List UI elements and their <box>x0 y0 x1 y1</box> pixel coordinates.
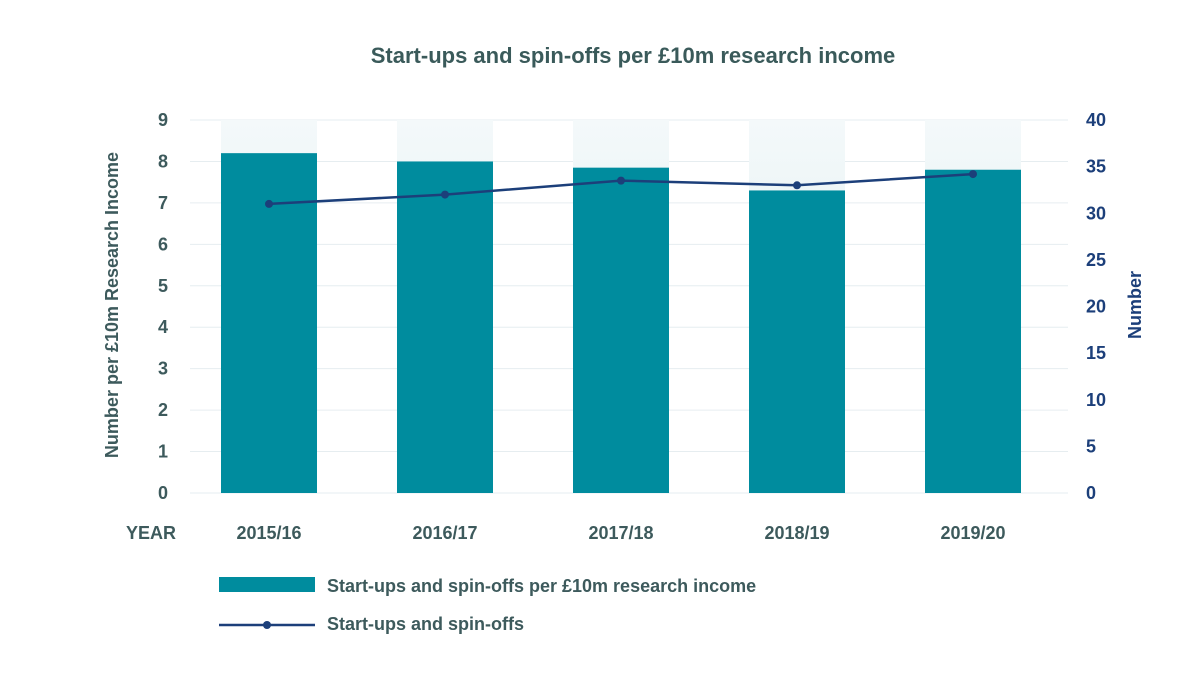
right-axis-title: Number <box>1125 271 1145 339</box>
bar <box>925 169 1021 493</box>
left-tick-label: 8 <box>158 151 168 171</box>
line-point <box>617 176 625 185</box>
bar <box>573 167 669 493</box>
legend-bar-swatch <box>219 577 315 592</box>
line-point <box>969 170 977 179</box>
left-tick-label: 3 <box>158 359 168 379</box>
chart-title: Start-ups and spin-offs per £10m researc… <box>371 43 896 68</box>
legend-bar-label: Start-ups and spin-offs per £10m researc… <box>327 576 756 596</box>
bar <box>749 190 845 493</box>
line-series <box>265 170 977 208</box>
bars <box>221 153 1021 493</box>
left-tick-label: 2 <box>158 400 168 420</box>
right-tick-label: 10 <box>1086 390 1106 410</box>
legend-line-marker <box>263 621 271 629</box>
left-tick-label: 9 <box>158 110 168 130</box>
left-tick-label: 1 <box>158 442 168 462</box>
line-point <box>265 199 273 208</box>
right-tick-label: 30 <box>1086 203 1106 223</box>
line-point <box>793 181 801 190</box>
right-tick-label: 5 <box>1086 436 1096 456</box>
right-axis-ticks: 0 5 10 15 20 25 30 35 40 <box>1086 110 1106 503</box>
x-axis-title: YEAR <box>126 523 176 543</box>
left-tick-label: 5 <box>158 276 168 296</box>
left-tick-label: 0 <box>158 483 168 503</box>
legend: Start-ups and spin-offs per £10m researc… <box>219 576 756 634</box>
x-axis-ticks: 2015/16 2016/17 2017/18 2018/19 2019/20 <box>236 523 1005 543</box>
x-tick-label: 2017/18 <box>588 523 653 543</box>
x-tick-label: 2016/17 <box>412 523 477 543</box>
right-tick-label: 35 <box>1086 157 1106 177</box>
left-axis-ticks: 0 1 2 3 4 5 6 7 8 9 <box>158 110 168 503</box>
line-point <box>441 190 449 199</box>
right-tick-label: 40 <box>1086 110 1106 130</box>
right-tick-label: 0 <box>1086 483 1096 503</box>
legend-line-label: Start-ups and spin-offs <box>327 614 524 634</box>
bar <box>397 161 493 493</box>
left-tick-label: 4 <box>158 317 168 337</box>
right-tick-label: 25 <box>1086 250 1106 270</box>
left-axis-title: Number per £10m Research Income <box>102 152 122 458</box>
bar <box>221 153 317 493</box>
x-tick-label: 2018/19 <box>764 523 829 543</box>
left-tick-label: 7 <box>158 193 168 213</box>
right-tick-label: 20 <box>1086 297 1106 317</box>
x-tick-label: 2019/20 <box>940 523 1005 543</box>
x-tick-label: 2015/16 <box>236 523 301 543</box>
left-tick-label: 6 <box>158 234 168 254</box>
right-tick-label: 15 <box>1086 343 1106 363</box>
